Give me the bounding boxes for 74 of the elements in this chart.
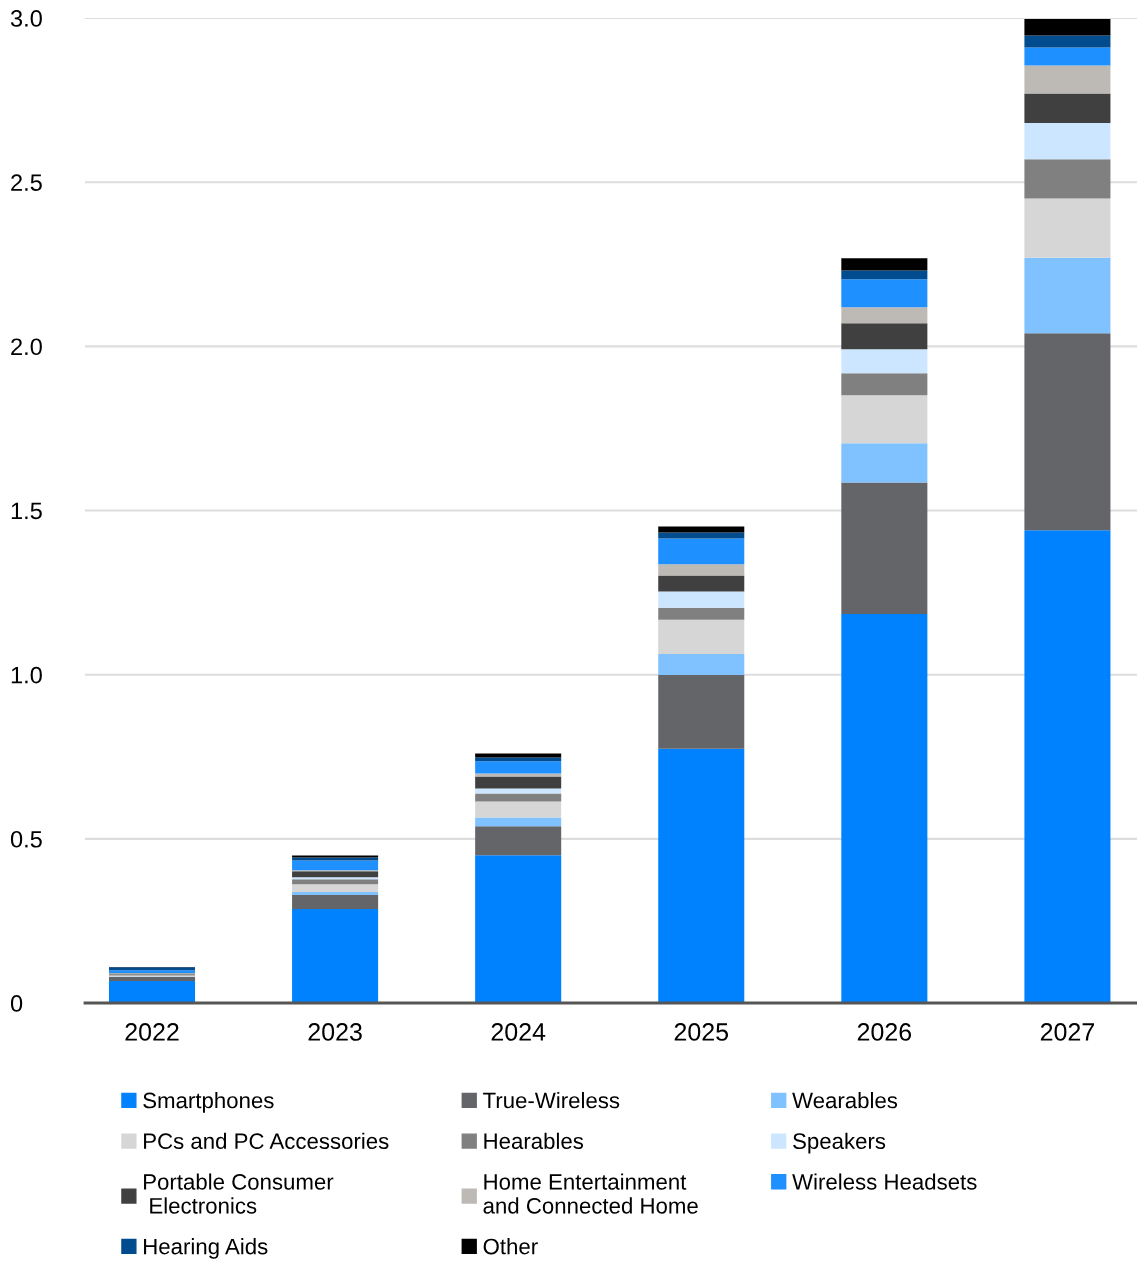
legend-label: Home Entertainment and Connected Home xyxy=(483,1173,698,1214)
bar xyxy=(841,482,928,614)
bar xyxy=(475,773,562,777)
legend-label: Smartphones xyxy=(143,1092,274,1113)
bar xyxy=(292,879,379,885)
x-tick-label: 2023 xyxy=(308,1023,362,1041)
bar xyxy=(841,349,928,374)
bar xyxy=(475,776,562,789)
bar xyxy=(658,575,745,592)
bar xyxy=(292,860,379,871)
x-tick-label: 2027 xyxy=(1040,1023,1094,1041)
y-tick-label: 3.0 xyxy=(10,10,42,27)
bar xyxy=(292,909,379,1003)
x-tick-label: 2022 xyxy=(125,1023,179,1041)
bar xyxy=(475,757,562,762)
bar xyxy=(1024,18,1111,36)
bar xyxy=(658,674,745,749)
y-tick-label: 0 xyxy=(10,995,23,1012)
bar xyxy=(292,884,379,893)
bar xyxy=(475,855,562,1003)
bar xyxy=(658,591,745,608)
bar xyxy=(475,761,562,774)
bar xyxy=(1024,333,1111,531)
y-tick-label: 2.0 xyxy=(11,338,42,356)
bar xyxy=(292,871,379,878)
bar xyxy=(841,279,928,308)
legend-label: Speakers xyxy=(793,1132,886,1154)
y-tick-label: 0.5 xyxy=(10,830,42,848)
y-tick-label: 1.5 xyxy=(11,502,42,520)
legend-label: Hearables xyxy=(484,1132,584,1150)
bar xyxy=(475,801,562,818)
bar xyxy=(841,395,928,444)
bar xyxy=(292,892,379,895)
legend-label: Hearing Aids xyxy=(144,1238,268,1259)
bar xyxy=(841,613,928,1003)
x-tick-label: 2026 xyxy=(857,1023,912,1041)
bar xyxy=(1024,159,1111,199)
bar xyxy=(475,788,562,794)
bar xyxy=(475,753,562,758)
y-tick-label: 2.5 xyxy=(11,174,42,191)
bar xyxy=(841,258,928,271)
bar xyxy=(841,443,928,483)
x-tick-label: 2025 xyxy=(674,1023,729,1041)
bar xyxy=(1024,35,1111,48)
legend-label: Other xyxy=(483,1238,538,1255)
legend-label: True-Wireless xyxy=(483,1092,620,1109)
bar xyxy=(475,826,562,856)
bar xyxy=(1024,530,1111,1003)
legend-label: Portable Consumer Electronics xyxy=(144,1173,334,1214)
y-tick-label: 1.0 xyxy=(11,666,42,684)
bar xyxy=(1024,65,1111,94)
bar xyxy=(292,894,379,910)
x-tick-label: 2024 xyxy=(491,1023,546,1041)
bar xyxy=(1024,198,1111,258)
bar xyxy=(1024,93,1111,124)
bar xyxy=(658,619,745,654)
bar xyxy=(841,270,928,280)
bar xyxy=(841,307,928,324)
bar xyxy=(841,373,928,396)
bar xyxy=(841,323,928,350)
legend-label: Wearables xyxy=(792,1092,898,1109)
legend-label: Wireless Headsets xyxy=(792,1173,977,1190)
bar xyxy=(658,538,745,565)
legend-label: PCs and PC Accessories xyxy=(144,1132,389,1150)
bar xyxy=(658,564,745,576)
bar xyxy=(1024,257,1111,334)
bar xyxy=(108,981,196,1003)
bar xyxy=(475,817,562,827)
bar xyxy=(1024,123,1111,160)
bar xyxy=(658,653,745,675)
bar xyxy=(658,607,745,620)
bar xyxy=(658,532,745,539)
bar xyxy=(658,748,745,1003)
bar xyxy=(1024,47,1111,66)
